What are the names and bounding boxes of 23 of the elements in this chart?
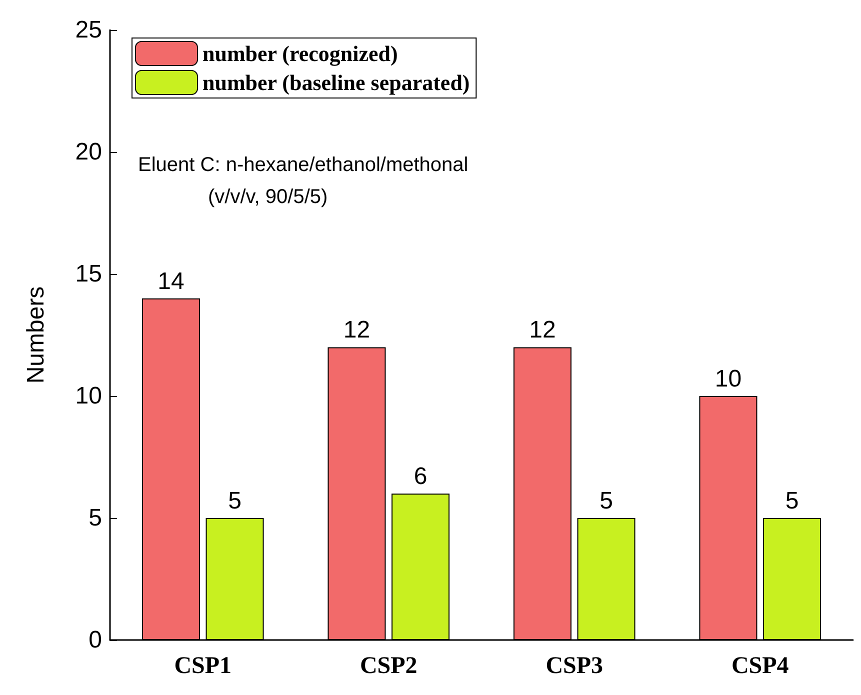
annotation: Eluent C: n-hexane/ethanol/methonal bbox=[138, 154, 468, 176]
x-tick-label: CSP3 bbox=[546, 653, 604, 679]
y-tick-label: 15 bbox=[75, 260, 102, 288]
y-tick-label: 10 bbox=[75, 382, 102, 410]
legend-label: number (baseline separated) bbox=[202, 70, 470, 95]
annotation: (v/v/v, 90/5/5) bbox=[208, 186, 328, 208]
data-label: 5 bbox=[600, 488, 613, 514]
x-tick-label: CSP2 bbox=[360, 653, 418, 679]
x-tick-label: CSP1 bbox=[174, 653, 232, 679]
legend-label: number (recognized) bbox=[202, 41, 398, 66]
y-tick-label: 20 bbox=[75, 138, 102, 166]
y-tick-label: 25 bbox=[75, 16, 102, 44]
data-label: 14 bbox=[158, 268, 184, 295]
x-tick-label: CSP4 bbox=[731, 653, 789, 679]
y-tick-label: 0 bbox=[88, 626, 102, 654]
y-tick-label: 5 bbox=[88, 504, 102, 532]
data-label: 6 bbox=[414, 463, 428, 490]
y-axis-title: Numbers bbox=[22, 286, 50, 384]
data-label: 12 bbox=[343, 316, 370, 344]
data-label: 5 bbox=[785, 488, 799, 514]
data-label: 10 bbox=[714, 366, 742, 392]
data-label: 12 bbox=[529, 316, 556, 344]
data-label: 5 bbox=[228, 488, 242, 514]
